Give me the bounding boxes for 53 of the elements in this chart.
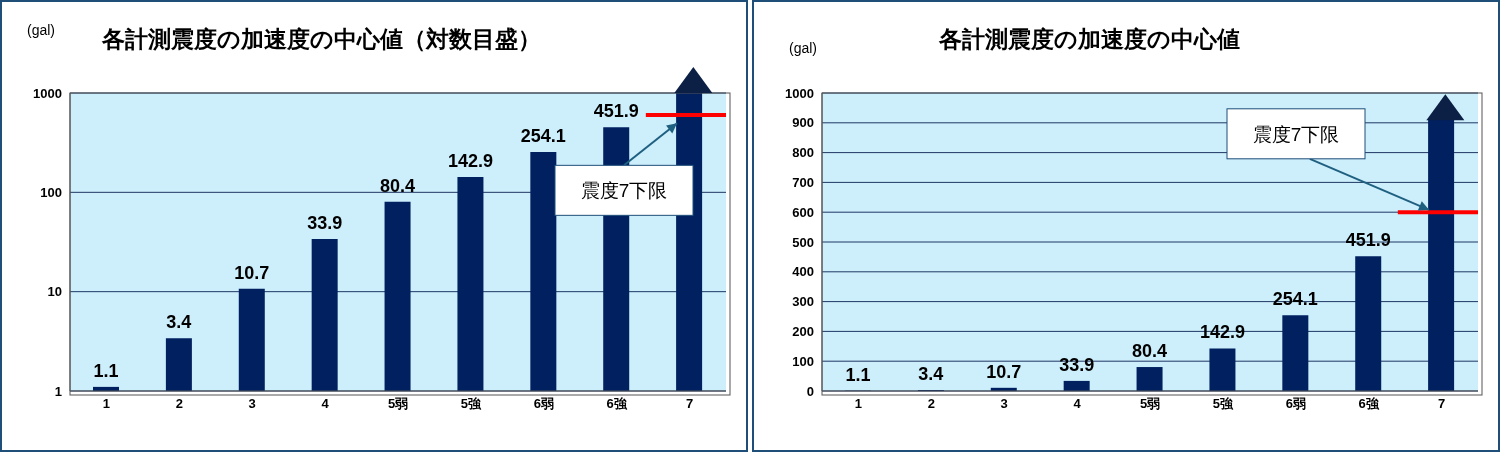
ref-line-label: 震度7下限: [1252, 123, 1340, 145]
x-tick-label: 2: [927, 396, 935, 412]
y-tick-label: 600: [792, 204, 814, 220]
x-tick-label: 1: [854, 396, 863, 412]
x-tick-label: 5弱: [1139, 396, 1161, 412]
y-axis-title: (gal): [27, 22, 56, 38]
x-tick-label: 3: [248, 396, 256, 412]
x-tick-label: 2: [175, 396, 183, 412]
x-tick-label: 6強: [1358, 396, 1380, 412]
data-label: 451.9: [593, 101, 639, 122]
data-label: 10.7: [234, 262, 270, 283]
y-tick-label: 100: [792, 353, 814, 369]
data-label: 10.7: [986, 361, 1022, 382]
y-tick-label: 700: [792, 175, 814, 191]
x-tick-label: 1: [102, 396, 111, 412]
y-tick-label: 1000: [785, 85, 814, 101]
y-tick-label: 0: [806, 383, 814, 399]
x-tick-label: 6弱: [1285, 396, 1306, 412]
y-axis-title: (gal): [789, 40, 818, 56]
x-tick-label: 5弱: [387, 396, 409, 412]
x-tick-label: 7: [685, 396, 694, 412]
y-tick-label: 400: [792, 264, 814, 280]
data-label: 1.1: [845, 364, 871, 385]
data-label: 33.9: [1059, 354, 1095, 375]
y-tick-label: 800: [792, 145, 814, 161]
data-label: 451.9: [1345, 230, 1391, 251]
y-tick-label: 100: [40, 184, 62, 200]
y-tick-label: 10: [47, 284, 62, 300]
y-tick-label: 500: [792, 234, 814, 250]
data-label: 3.4: [166, 312, 192, 333]
data-label: 1.1: [93, 360, 119, 381]
x-tick-label: 7: [1437, 396, 1446, 412]
data-label: 3.4: [918, 363, 944, 384]
chart-title: 各計測震度の加速度の中心値: [939, 25, 1240, 54]
x-tick-label: 5強: [1212, 396, 1234, 412]
data-label: 142.9: [447, 150, 493, 171]
y-tick-label: 300: [792, 294, 814, 310]
ref-line-label: 震度7下限: [580, 180, 668, 202]
chart-title: 各計測震度の加速度の中心値（対数目盛）: [102, 25, 541, 54]
x-tick-label: 6強: [606, 396, 628, 412]
x-tick-label: 3: [1000, 396, 1008, 412]
y-tick-label: 1: [54, 383, 62, 399]
data-label: 80.4: [1132, 341, 1168, 362]
y-tick-label: 900: [792, 115, 814, 131]
x-tick-label: 6弱: [533, 396, 554, 412]
data-label: 33.9: [307, 213, 343, 233]
y-tick-label: 200: [792, 324, 814, 340]
data-label: 80.4: [380, 175, 416, 196]
x-tick-label: 5強: [460, 396, 482, 412]
data-label: 254.1: [520, 126, 566, 147]
x-tick-label: 4: [321, 396, 330, 412]
x-tick-label: 4: [1073, 396, 1082, 412]
y-tick-label: 1000: [33, 85, 62, 101]
